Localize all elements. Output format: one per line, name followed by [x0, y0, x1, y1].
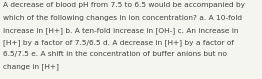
Text: A decrease of blood pH from 7.5 to 6.5 would be accompanied by: A decrease of blood pH from 7.5 to 6.5 w… [3, 2, 245, 8]
Text: increase in [H+] b. A ten-fold increase in [OH-] c. An increase in: increase in [H+] b. A ten-fold increase … [3, 27, 239, 34]
Text: [H+] by a factor of 7.5/6.5 d. A decrease in [H+] by a factor of: [H+] by a factor of 7.5/6.5 d. A decreas… [3, 39, 234, 46]
Text: which of the following changes in ion concentration? a. A 10-fold: which of the following changes in ion co… [3, 15, 242, 21]
Text: change in [H+]: change in [H+] [3, 64, 59, 70]
Text: 6.5/7.5 e. A shift in the concentration of buffer anions but no: 6.5/7.5 e. A shift in the concentration … [3, 51, 227, 57]
